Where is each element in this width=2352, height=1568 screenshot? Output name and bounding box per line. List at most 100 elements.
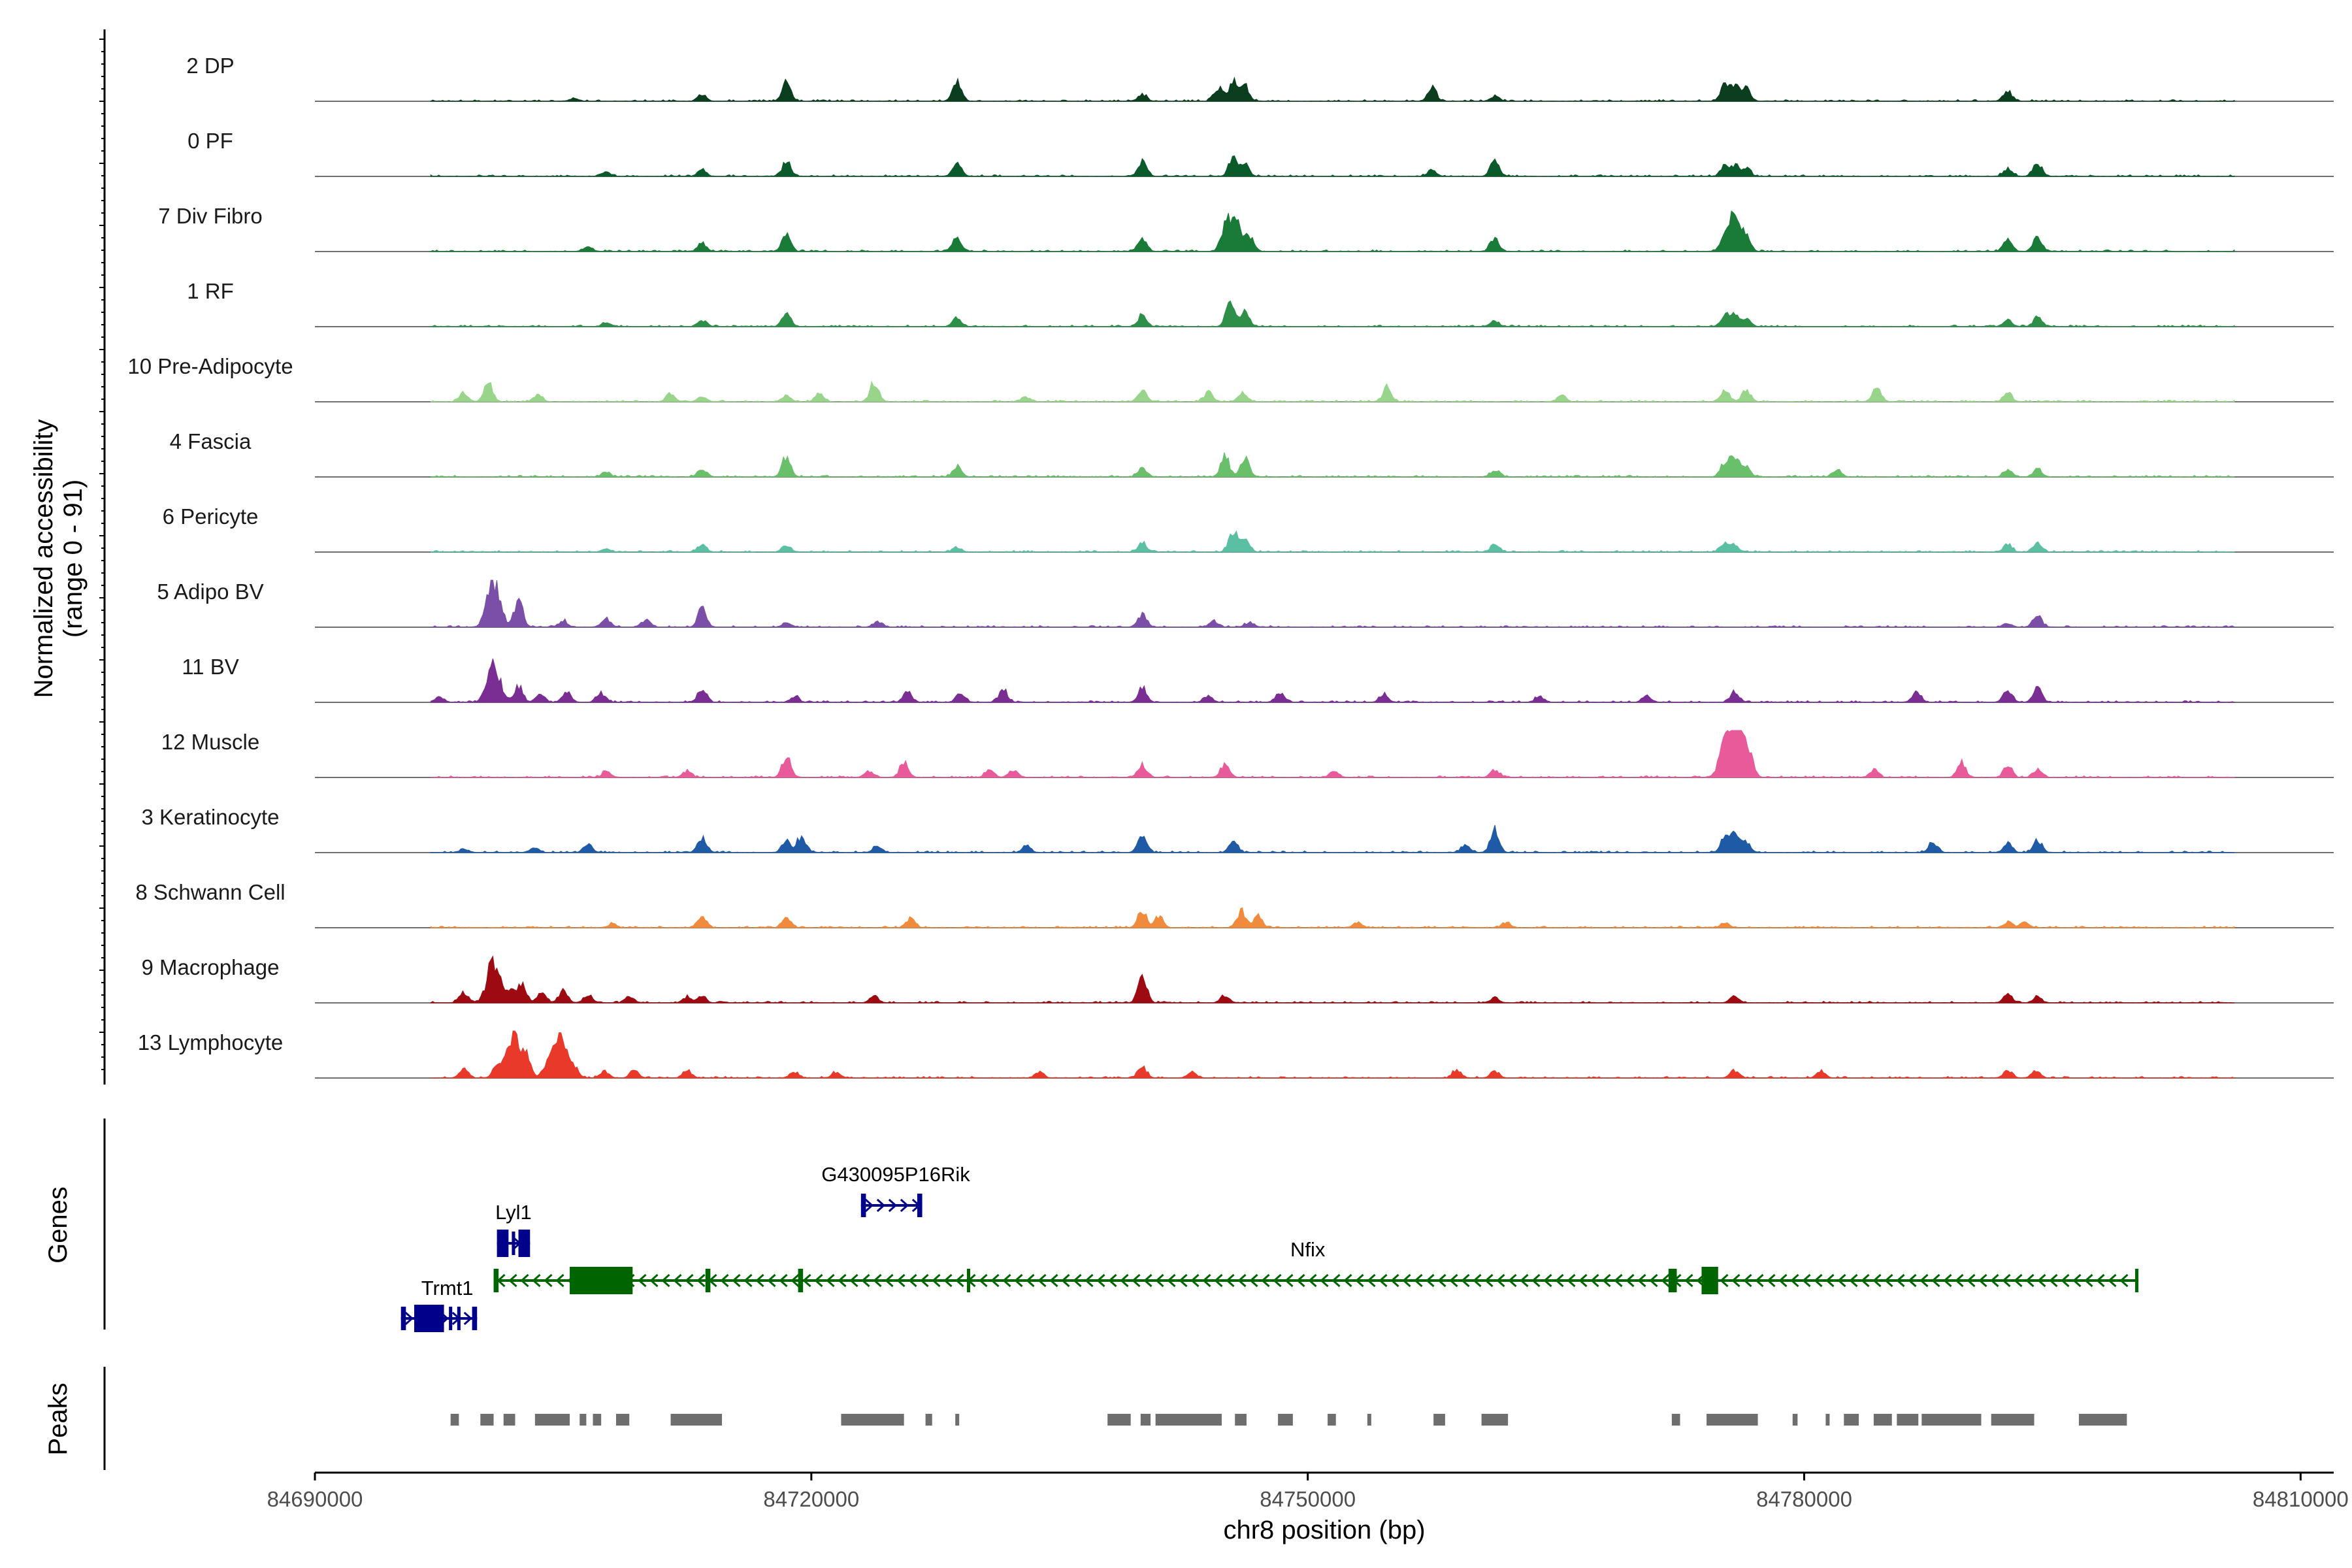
strand-chevron	[1155, 1273, 1164, 1288]
coverage-area	[431, 300, 2235, 327]
strand-chevron	[1802, 1273, 1811, 1288]
strand-chevron	[1026, 1273, 1035, 1288]
strand-chevron	[1331, 1273, 1341, 1288]
strand-chevron	[2025, 1273, 2034, 1288]
strand-chevron	[826, 1273, 835, 1288]
genes-panel-title: Genes	[44, 1186, 73, 1264]
peak-region	[1481, 1414, 1509, 1426]
coverage-area	[430, 210, 2235, 252]
gene-exon	[705, 1269, 711, 1292]
strand-chevron	[1790, 1273, 1799, 1288]
strand-chevron	[2014, 1273, 2023, 1288]
strand-chevron	[864, 1198, 874, 1213]
strand-chevron	[1049, 1273, 1058, 1288]
gene-exon	[497, 1230, 509, 1257]
strand-chevron	[1214, 1273, 1223, 1288]
gene-exon	[1701, 1267, 1718, 1294]
strand-chevron	[802, 1273, 811, 1288]
strand-chevron	[1543, 1273, 1552, 1288]
gene-exon	[449, 1307, 453, 1330]
coverage-tracks: 2 DP 0 PF 7 Div Fibro 1 RF 10 Pre-Adipocyte 4…	[127, 54, 2334, 1079]
strand-chevron	[1919, 1273, 1929, 1288]
gene-exon	[966, 1269, 970, 1292]
peak-region	[1235, 1414, 1247, 1426]
strand-chevron	[1449, 1273, 1458, 1288]
strand-chevron	[1437, 1273, 1446, 1288]
track-label: 1 RF	[187, 279, 234, 303]
strand-chevron	[1132, 1273, 1141, 1288]
peak-region	[955, 1414, 960, 1426]
peak-region	[1991, 1414, 2034, 1426]
coverage-area	[430, 530, 2235, 553]
y-axis: Normalized accessibility (range 0 - 91)	[29, 29, 106, 1085]
peak-region	[1367, 1414, 1371, 1426]
strand-chevron	[1414, 1273, 1423, 1288]
strand-chevron	[1649, 1273, 1658, 1288]
strand-chevron	[2049, 1273, 2058, 1288]
coverage-area	[430, 658, 2235, 703]
track-7: 6 Pericyte	[163, 504, 2334, 553]
strand-chevron	[1508, 1273, 1517, 1288]
peak-region	[841, 1414, 904, 1426]
gene-models: Trmt1 Lyl1 G430095P16Rik Nfix	[400, 1163, 2139, 1332]
strand-chevron	[743, 1273, 753, 1288]
strand-chevron	[1484, 1273, 1494, 1288]
strand-chevron	[1014, 1273, 1023, 1288]
coverage-area	[430, 580, 2235, 628]
strand-chevron	[1625, 1273, 1635, 1288]
strand-chevron	[1426, 1273, 1435, 1288]
strand-chevron	[1720, 1273, 1729, 1288]
track-label: 12 Muscle	[161, 730, 259, 754]
strand-chevron	[1837, 1273, 1846, 1288]
strand-chevron	[649, 1273, 659, 1288]
strand-chevron	[1590, 1273, 1599, 1288]
strand-chevron	[555, 1273, 564, 1288]
strand-chevron	[814, 1273, 823, 1288]
strand-chevron	[1473, 1273, 1482, 1288]
x-axis-title: chr8 position (bp)	[1223, 1516, 1425, 1544]
peak-region	[1873, 1414, 1892, 1426]
strand-chevron	[755, 1273, 764, 1288]
strand-chevron	[2037, 1273, 2046, 1288]
track-9: 11 BV	[182, 655, 2334, 703]
peak-region	[503, 1414, 515, 1426]
strand-chevron	[1261, 1273, 1270, 1288]
track-11: 3 Keratinocyte	[142, 805, 2334, 853]
gene-label: Lyl1	[495, 1201, 532, 1224]
strand-chevron	[900, 1198, 909, 1213]
strand-chevron	[1955, 1273, 1964, 1288]
strand-chevron	[1108, 1273, 1117, 1288]
strand-chevron	[1931, 1273, 1940, 1288]
strand-chevron	[1296, 1273, 1305, 1288]
gene-label: G430095P16Rik	[821, 1163, 970, 1186]
track-label: 5 Adipo BV	[157, 580, 263, 604]
strand-chevron	[1367, 1273, 1376, 1288]
strand-chevron	[1226, 1273, 1235, 1288]
peak-region	[1792, 1414, 1798, 1426]
strand-chevron	[1990, 1273, 1999, 1288]
peak-region	[1155, 1414, 1222, 1426]
peak-region	[1707, 1414, 1758, 1426]
strand-chevron	[1402, 1273, 1411, 1288]
peak-regions	[450, 1414, 2127, 1426]
coverage-area	[430, 76, 2235, 102]
strand-chevron	[873, 1273, 882, 1288]
x-tick-label: 84810000	[2253, 1487, 2349, 1511]
gene-exon	[1668, 1269, 1677, 1292]
strand-chevron	[2084, 1273, 2093, 1288]
strand-chevron	[1190, 1273, 1200, 1288]
coverage-area	[430, 907, 2235, 928]
track-12: 8 Schwann Cell	[135, 880, 2334, 928]
peak-region	[1433, 1414, 1445, 1426]
x-tick-label: 84690000	[267, 1487, 363, 1511]
strand-chevron	[888, 1198, 898, 1213]
strand-chevron	[1308, 1273, 1317, 1288]
strand-chevron	[1814, 1273, 1823, 1288]
strand-chevron	[1496, 1273, 1505, 1288]
gene-exon	[570, 1267, 633, 1294]
strand-chevron	[876, 1198, 886, 1213]
strand-chevron	[1002, 1273, 1011, 1288]
peak-region	[1844, 1414, 1859, 1426]
strand-chevron	[1908, 1273, 1917, 1288]
x-axis-ticks: 84690000 84720000 84750000 84780000 84810000	[267, 1473, 2349, 1511]
